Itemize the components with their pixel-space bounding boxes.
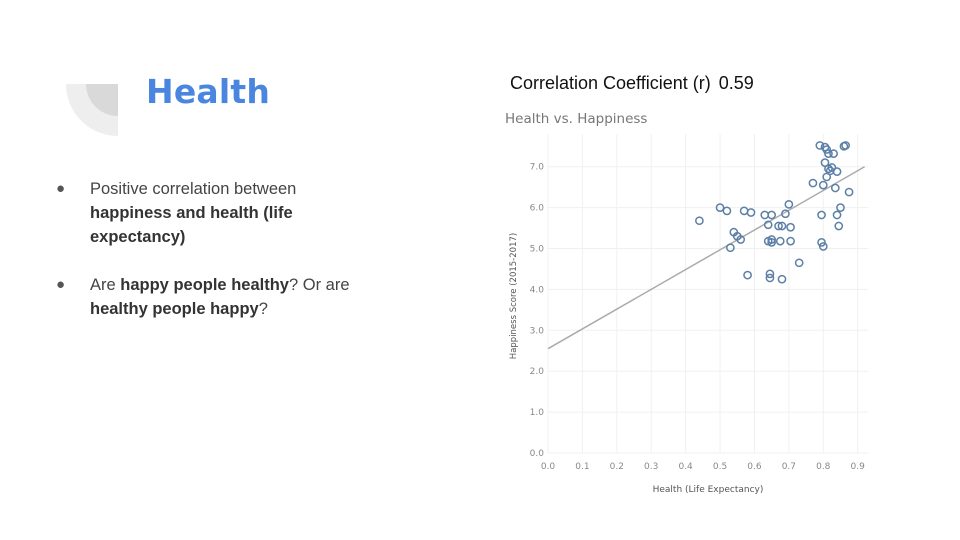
scatter-point	[695, 216, 704, 226]
scatter-point	[841, 141, 850, 150]
scatter-point	[763, 220, 773, 230]
bullet-item-2: ● Are happy people healthy? Or are healt…	[56, 273, 356, 321]
bullet-2-part-3: ? Or are	[288, 276, 350, 294]
scatter-point	[786, 236, 795, 246]
bullet-2-part-1: Are	[90, 276, 121, 294]
correlation-coefficient: Correlation Coefficient (r) 0.59	[510, 73, 754, 94]
scatter-point	[817, 238, 826, 247]
scatter-point	[822, 145, 832, 154]
scatter-point	[818, 242, 828, 251]
scatter-point	[830, 183, 840, 193]
scatter-point	[767, 238, 777, 247]
bullet-text-2: Are happy people healthy? Or are healthy…	[90, 276, 350, 318]
y-axis-ticks: 0.0 1.0 2.0 3.0 4.0 5.0 6.0 7.0	[530, 163, 545, 459]
bullet-2-part-4: healthy people happy	[90, 300, 259, 318]
scatter-point	[765, 269, 775, 279]
y-tick-label: 3.0	[530, 326, 545, 336]
trend-line	[547, 166, 865, 350]
x-tick-label: 0.4	[678, 462, 693, 472]
scatter-point	[832, 210, 842, 220]
x-tick-label: 0.3	[644, 462, 658, 472]
bullet-1-part-1: Positive correlation between	[90, 180, 297, 198]
scatter-point	[726, 243, 735, 253]
x-axis-ticks: 0.0 0.1 0.2 0.3 0.4 0.5 0.6 0.7 0.8 0.9	[541, 462, 865, 472]
scatter-point	[808, 178, 818, 188]
scatter-point	[784, 199, 794, 209]
scatter-point	[715, 203, 725, 212]
correlation-value: 0.59	[718, 73, 754, 93]
scatter-point	[818, 180, 828, 190]
scatter-point	[824, 149, 833, 158]
scatter-point	[836, 203, 845, 212]
bullet-text-1: Positive correlation between happiness a…	[90, 180, 296, 246]
bullet-dot-icon: ●	[56, 276, 66, 293]
scatter-point	[767, 210, 777, 220]
x-tick-label: 0.6	[747, 462, 762, 472]
scatter-points	[695, 141, 854, 284]
y-tick-label: 2.0	[530, 367, 545, 377]
scatter-point	[743, 270, 752, 280]
y-tick-label: 0.0	[530, 449, 545, 459]
decorative-corner-shape	[66, 84, 118, 136]
scatter-point	[844, 187, 854, 197]
x-tick-label: 0.8	[816, 462, 831, 472]
bullet-dot-icon: ●	[56, 180, 66, 197]
scatter-point	[736, 235, 746, 244]
y-axis-label: Happiness Score (2015-2017)	[509, 233, 519, 359]
scatter-point	[834, 221, 844, 231]
scatter-point	[746, 208, 756, 217]
scatter-point	[781, 209, 790, 219]
bullet-1-part-2: happiness and health (life expectancy)	[90, 204, 293, 246]
scatter-point	[817, 210, 826, 220]
chart-gridlines	[547, 134, 868, 454]
health-vs-happiness-chart: Health vs. Happiness 0.0 0.1 0.2 0.3 0.4 0.5 0…	[505, 111, 868, 495]
scatter-point	[722, 206, 732, 216]
chart-title: Health vs. Happiness	[505, 111, 647, 127]
scatter-point	[829, 149, 838, 158]
scatter-point	[775, 236, 785, 246]
y-tick-label: 1.0	[530, 408, 545, 418]
y-tick-label: 6.0	[530, 204, 545, 214]
y-tick-label: 4.0	[530, 285, 545, 295]
x-tick-label: 0.5	[713, 462, 727, 472]
x-tick-label: 0.2	[610, 462, 624, 472]
scatter-point	[777, 274, 787, 284]
x-axis-label: Health (Life Expectancy)	[653, 485, 764, 495]
scatter-point	[786, 222, 795, 232]
scatter-point	[827, 163, 837, 172]
x-tick-label: 0.1	[575, 462, 589, 472]
scatter-point	[765, 273, 775, 283]
x-tick-label: 0.7	[782, 462, 796, 472]
scatter-point	[794, 258, 804, 268]
scatter-point	[760, 210, 770, 220]
x-tick-label: 0.9	[851, 462, 866, 472]
bullet-list: ● Positive correlation between happiness…	[56, 177, 356, 345]
scatter-point	[815, 141, 825, 150]
slide-title: Health	[146, 72, 271, 111]
bullet-item-1: ● Positive correlation between happiness…	[56, 177, 356, 249]
y-tick-label: 5.0	[530, 245, 545, 255]
bullet-2-part-5: ?	[258, 300, 268, 318]
decorative-inner-arc	[86, 84, 118, 116]
scatter-point	[777, 221, 787, 231]
scatter-point	[832, 167, 842, 176]
scatter-point	[739, 206, 749, 216]
scatter-point	[767, 235, 777, 244]
x-tick-label: 0.0	[541, 462, 556, 472]
y-tick-label: 7.0	[530, 163, 545, 173]
bullet-2-part-2: happy people healthy	[120, 276, 289, 294]
scatter-point	[774, 221, 783, 231]
correlation-label: Correlation Coefficient (r)	[510, 73, 711, 93]
